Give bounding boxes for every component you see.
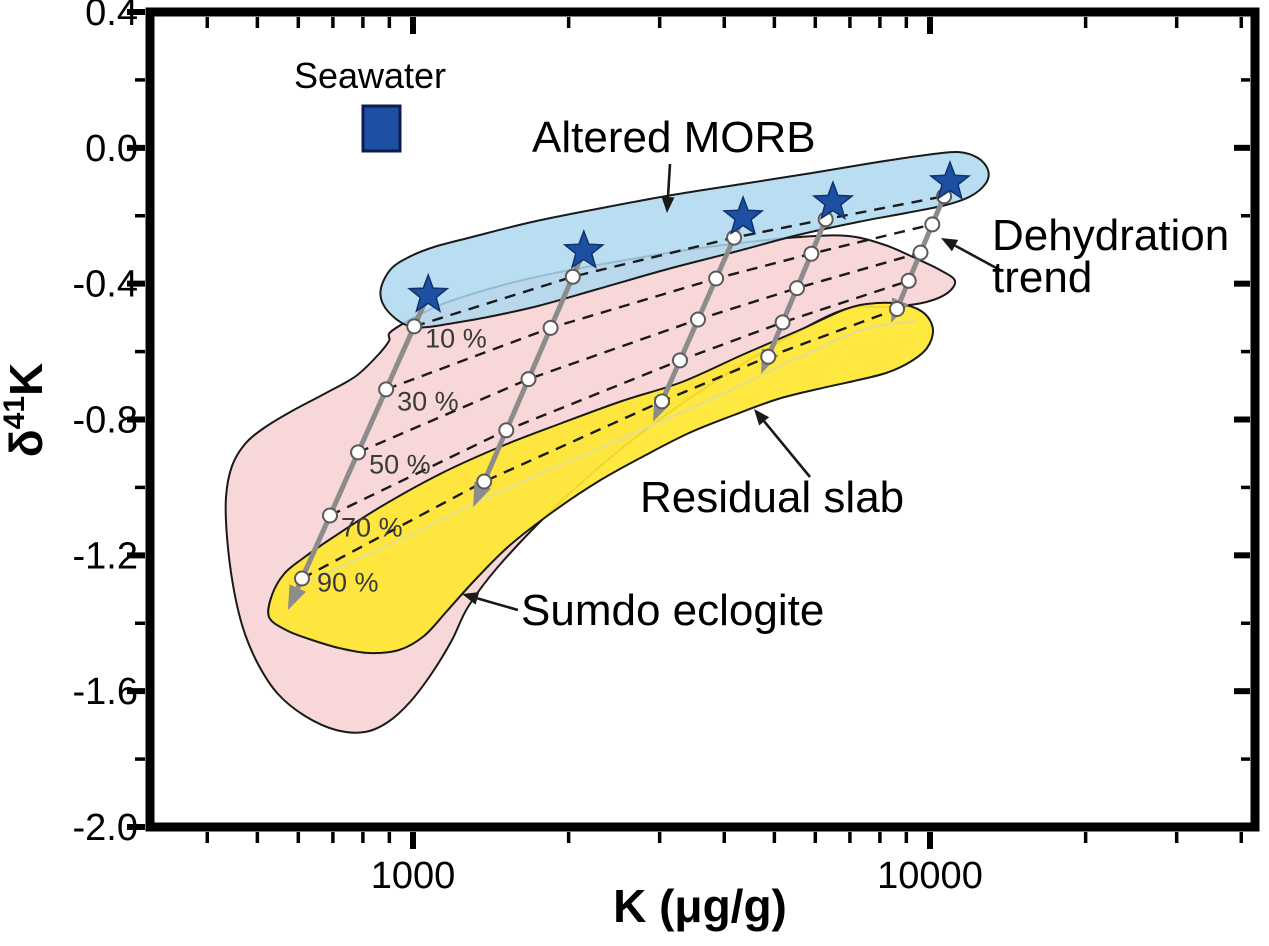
- y-tick-label: 0.0: [85, 128, 138, 170]
- fraction-label: 50 %: [369, 449, 431, 479]
- x-tick-label: 10000: [877, 855, 983, 897]
- residual-slab-inner-line: [299, 319, 917, 587]
- dehydration-arrowhead-1: [287, 584, 306, 611]
- sumdo-eclogite-pointer-head: [462, 592, 480, 605]
- plot-frame: [145, 7, 1260, 832]
- dehydration-pointer-head: [941, 238, 959, 252]
- seawater-label: Seawater: [294, 55, 446, 96]
- altered-morb-star-3: [722, 194, 765, 236]
- fraction-marker: [912, 244, 929, 261]
- fraction-label: 90 %: [317, 567, 379, 597]
- fraction-marker: [924, 216, 941, 233]
- fraction-marker: [378, 381, 395, 398]
- altered-morb-pointer-head: [661, 196, 675, 213]
- x-tick-label: 1000: [371, 855, 456, 897]
- dehydration-arrow-3: [660, 216, 746, 401]
- y-tick-label: -1.2: [73, 535, 138, 577]
- residual-slab-pointer-head: [754, 409, 770, 426]
- x-axis-title: K (μg/g): [613, 880, 787, 932]
- y-tick-label: -2.0: [73, 807, 138, 849]
- y-tick-label: -1.6: [73, 671, 138, 713]
- fraction-marker: [294, 570, 310, 587]
- dehydration-label-line1: Dehydration: [992, 211, 1229, 260]
- fraction-marker: [350, 444, 367, 461]
- fraction-marker: [542, 319, 559, 336]
- dehydration-pointer: [954, 244, 1001, 272]
- fraction-marker: [803, 245, 820, 262]
- altered-morb-star-2: [562, 228, 605, 269]
- fraction-marker: [564, 268, 581, 285]
- fraction-marker: [672, 352, 688, 369]
- dehydration-arrow-1: [295, 293, 431, 590]
- fraction-label: 10 %: [425, 323, 487, 353]
- altered-morb-star-5: [928, 159, 972, 201]
- fraction-marker: [889, 301, 905, 317]
- fraction-marker: [760, 348, 777, 365]
- y-axis-title: δ41K: [0, 363, 52, 458]
- fraction-marker: [476, 473, 493, 490]
- altered-morb-pointer: [666, 163, 672, 198]
- sumdo-eclogite-pointer: [477, 597, 519, 612]
- fraction-marker: [654, 393, 670, 410]
- fraction-marker: [708, 270, 725, 287]
- dehydration-arrow-2: [480, 250, 587, 487]
- fraction-marker: [726, 229, 743, 246]
- fraction-marker: [498, 422, 515, 439]
- altered-morb-star-4: [811, 180, 855, 221]
- altered-morb-star-1: [407, 272, 450, 313]
- fraction-marker: [690, 311, 706, 328]
- region-residual-slab: [267, 301, 935, 655]
- sumdo-eclogite-label: Sumdo eclogite: [521, 586, 824, 635]
- fraction-marker: [774, 314, 791, 331]
- fraction-marker: [322, 507, 338, 524]
- fraction-marker: [406, 318, 423, 335]
- y-tick-label: 0.4: [85, 0, 138, 34]
- seawater-swatch: [361, 104, 402, 153]
- fraction-marker: [520, 371, 537, 388]
- y-tick-label: -0.8: [73, 399, 138, 441]
- fraction-label: 30 %: [397, 386, 459, 416]
- dehydration-label-line2: trend: [992, 253, 1092, 302]
- altered-morb-label: Altered MORB: [532, 113, 816, 162]
- fraction-label: 70 %: [341, 512, 403, 542]
- residual-slab-pointer: [763, 420, 812, 478]
- fraction-marker: [789, 280, 805, 297]
- y-tick-label: -0.4: [73, 264, 138, 306]
- fraction-marker: [900, 272, 917, 289]
- residual-slab-label: Residual slab: [640, 473, 904, 522]
